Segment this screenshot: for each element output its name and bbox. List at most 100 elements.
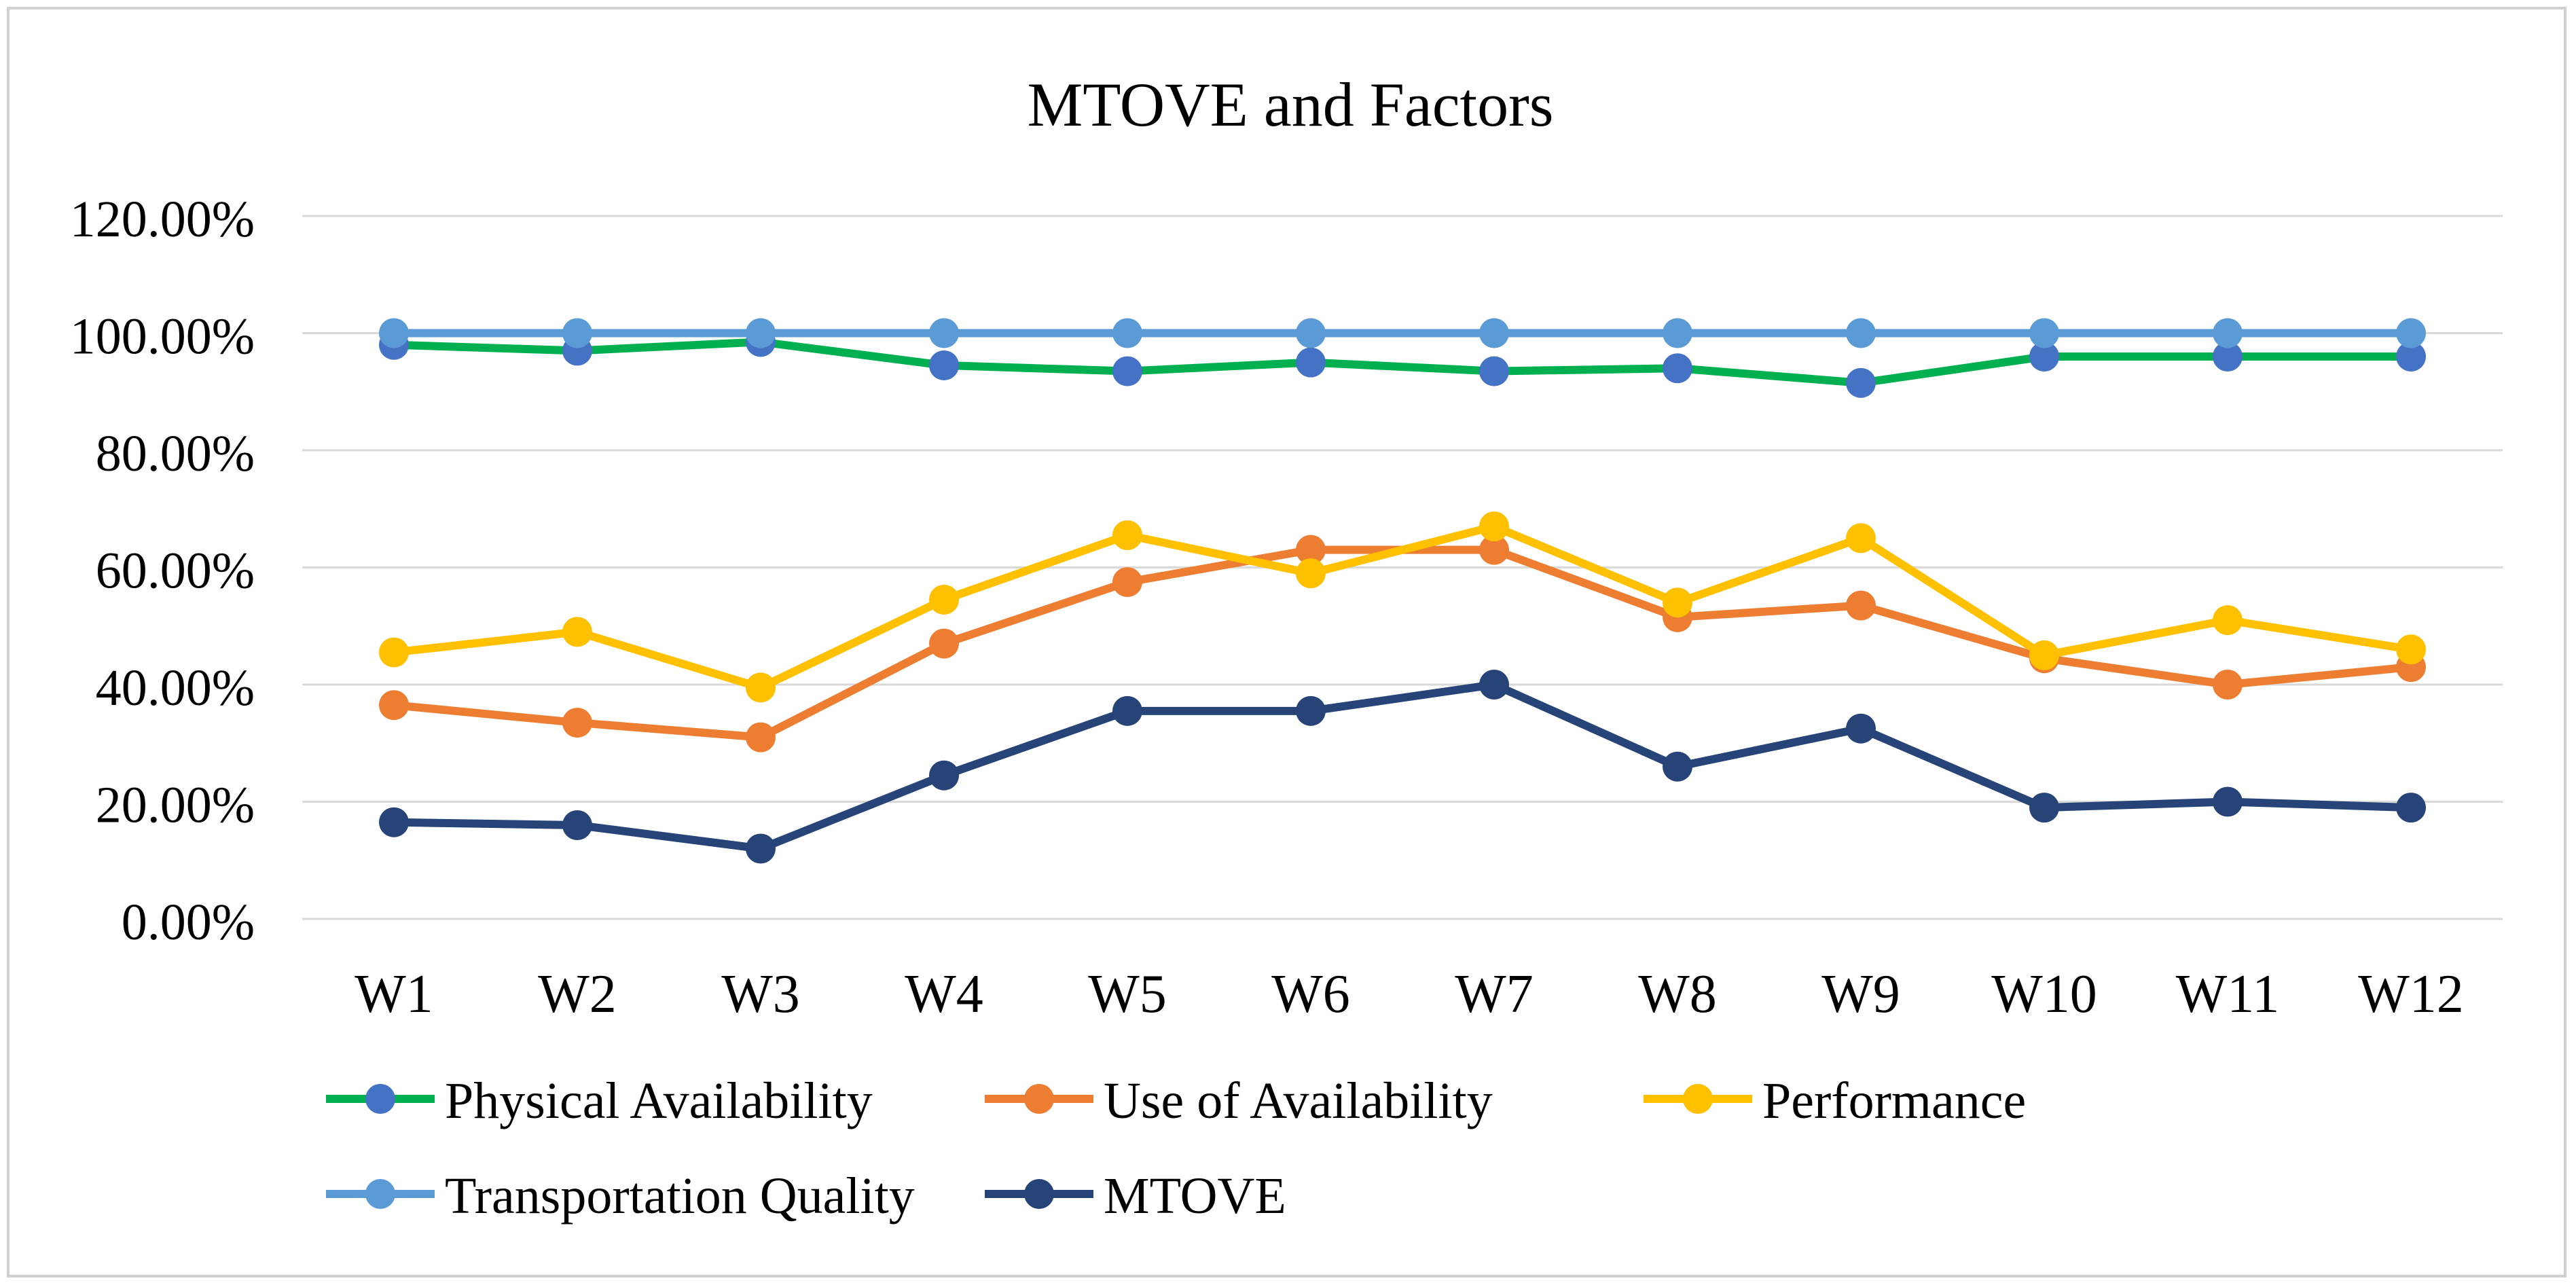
series-performance — [379, 511, 2426, 703]
series-physical-availability — [379, 327, 2426, 398]
y-tick-label: 40.00% — [96, 659, 255, 717]
data-point — [379, 637, 409, 668]
data-point — [379, 807, 409, 837]
data-point — [1846, 367, 1876, 398]
legend-label: Physical Availability — [445, 1072, 873, 1129]
data-point — [929, 318, 959, 348]
data-point — [929, 628, 959, 659]
legend-label: MTOVE — [1104, 1167, 1286, 1225]
legend: Physical Availability Use of Availability… — [326, 1072, 2026, 1225]
data-point — [379, 318, 409, 348]
series-mtove — [379, 670, 2426, 864]
chart-title: MTOVE and Factors — [1027, 70, 1553, 139]
data-point — [1296, 695, 1326, 726]
x-tick-label: W10 — [1991, 964, 2097, 1024]
data-point — [746, 318, 776, 348]
legend-marker — [1024, 1084, 1054, 1114]
data-point — [2396, 318, 2426, 348]
data-point — [2213, 318, 2243, 348]
series-lines — [379, 318, 2426, 864]
data-point — [1112, 356, 1142, 386]
data-point — [2213, 670, 2243, 700]
data-point — [2213, 342, 2243, 371]
data-point — [1479, 534, 1509, 565]
y-tick-label: 0.00% — [122, 894, 255, 951]
x-tick-label: W5 — [1088, 964, 1167, 1024]
legend-item: Use of Availability — [985, 1072, 1493, 1129]
data-point — [2396, 342, 2426, 371]
data-point — [1846, 318, 1876, 348]
series-transportation-quality — [379, 318, 2426, 348]
data-point — [379, 690, 409, 721]
gridlines — [302, 215, 2503, 920]
data-point — [746, 833, 776, 864]
data-point — [2029, 318, 2059, 348]
x-tick-label: W7 — [1455, 964, 1534, 1024]
y-tick-label: 120.00% — [70, 191, 255, 248]
data-point — [929, 350, 959, 380]
data-point — [1663, 318, 1692, 348]
data-point — [562, 318, 592, 348]
y-tick-label: 100.00% — [70, 308, 255, 365]
legend-marker — [1024, 1179, 1054, 1209]
data-point — [2396, 634, 2426, 665]
series-line — [390, 522, 2415, 692]
data-point — [1479, 356, 1509, 386]
legend-label: Transportation Quality — [445, 1167, 915, 1225]
chart-frame — [7, 7, 2566, 1277]
series-line — [390, 338, 2415, 387]
data-point — [1296, 534, 1326, 565]
legend-label: Performance — [1762, 1072, 2026, 1129]
data-point — [1479, 511, 1509, 542]
x-tick-label: W9 — [1821, 964, 1900, 1024]
x-tick-label: W12 — [2358, 964, 2464, 1024]
data-point — [562, 617, 592, 647]
legend-marker — [1683, 1084, 1713, 1114]
legend-marker — [365, 1179, 395, 1209]
series-line — [390, 681, 2415, 853]
data-point — [1112, 520, 1142, 551]
data-point — [2029, 640, 2059, 670]
data-point — [562, 708, 592, 738]
data-point — [2029, 793, 2059, 823]
legend-label: Use of Availability — [1104, 1072, 1493, 1129]
x-tick-label: W6 — [1271, 964, 1350, 1024]
data-point — [1112, 318, 1142, 348]
x-tick-label: W11 — [2176, 964, 2280, 1024]
x-tick-label: W2 — [538, 964, 617, 1024]
data-point — [2029, 342, 2059, 371]
data-point — [1112, 695, 1142, 726]
data-point — [1846, 590, 1876, 621]
data-point — [1479, 318, 1509, 348]
data-point — [1846, 713, 1876, 744]
data-point — [1846, 523, 1876, 554]
data-point — [1112, 567, 1142, 598]
data-point — [2213, 786, 2243, 817]
y-tick-label: 80.00% — [96, 425, 255, 482]
data-point — [1663, 751, 1692, 782]
data-point — [1663, 353, 1692, 384]
legend-marker — [365, 1084, 395, 1114]
data-point — [2213, 605, 2243, 636]
x-axis-tick-labels: W1 W2 W3 W4 W5 W6 W7 W8 W9 W10 W11 W12 — [355, 964, 2464, 1024]
legend-item: Performance — [1644, 1072, 2026, 1129]
data-point — [2396, 793, 2426, 823]
data-point — [562, 810, 592, 840]
data-point — [746, 722, 776, 753]
legend-item: Physical Availability — [326, 1072, 873, 1129]
legend-item: MTOVE — [985, 1167, 1286, 1225]
data-point — [929, 760, 959, 791]
y-tick-label: 60.00% — [96, 543, 255, 600]
data-point — [1296, 558, 1326, 589]
y-axis-tick-labels: 0.00% 20.00% 40.00% 60.00% 80.00% 100.00% 120.… — [70, 191, 255, 951]
x-tick-label: W8 — [1638, 964, 1717, 1024]
data-point — [1479, 670, 1509, 700]
legend-item: Transportation Quality — [326, 1167, 915, 1225]
data-point — [929, 584, 959, 615]
data-point — [1296, 347, 1326, 378]
x-tick-label: W4 — [905, 964, 983, 1024]
data-point — [1296, 318, 1326, 348]
y-tick-label: 20.00% — [96, 777, 255, 834]
x-tick-label: W1 — [355, 964, 433, 1024]
